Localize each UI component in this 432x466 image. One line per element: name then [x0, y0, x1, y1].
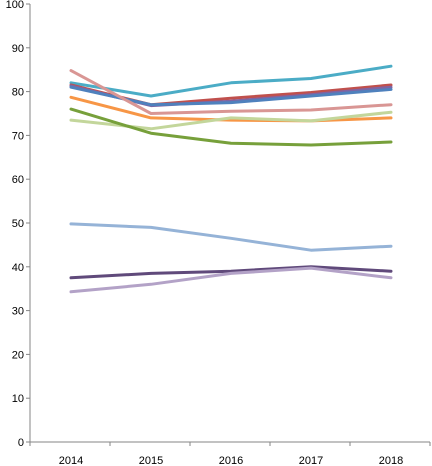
series-lines [69, 64, 393, 294]
y-tick-label: 10 [12, 393, 24, 405]
x-tick-label: 2016 [219, 455, 243, 466]
y-tick-label: 100 [6, 0, 24, 11]
x-axis: 2014 2015 2016 2017 2018 [29, 441, 431, 466]
series-line-6 [69, 95, 393, 123]
series-line-9 [69, 222, 393, 252]
x-tick-label: 2015 [139, 455, 163, 466]
y-tick-label: 90 [12, 43, 24, 55]
series-line-10 [69, 265, 393, 280]
y-tick-label: 60 [12, 174, 24, 186]
series-line-11 [69, 266, 393, 294]
y-tick-label: 40 [12, 262, 24, 274]
y-tick-label: 30 [12, 306, 24, 318]
series-line-8 [69, 107, 393, 147]
y-tick-label: 0 [18, 437, 24, 449]
y-tick-label: 50 [12, 218, 24, 230]
x-tick-label: 2017 [299, 455, 323, 466]
y-tick-label: 80 [12, 87, 24, 99]
series-line-1 [69, 64, 393, 98]
series-line-5 [69, 69, 393, 115]
y-tick-label: 20 [12, 349, 24, 361]
y-tick-label: 70 [12, 130, 24, 142]
x-tick-label: 2014 [59, 455, 83, 466]
x-tick-label: 2018 [379, 455, 403, 466]
y-axis: 0 10 20 30 40 50 60 70 80 90 100 [6, 0, 31, 449]
